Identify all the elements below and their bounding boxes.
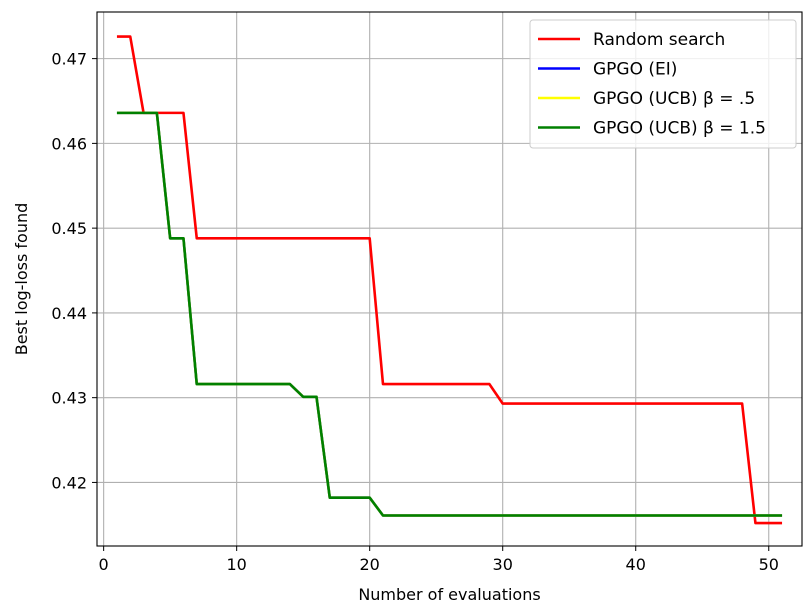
x-tick-label: 20	[360, 555, 380, 574]
y-tick-label: 0.43	[51, 389, 87, 408]
series-line-random-search	[116, 35, 783, 525]
legend: Random search GPGO (EI) GPGO (UCB) β = .5 G…	[529, 19, 797, 149]
legend-item: GPGO (UCB) β = 1.5	[538, 119, 766, 139]
y-axis-label: Best log-loss found	[12, 203, 31, 356]
series-line-gpgo-ucb-5	[116, 111, 783, 517]
y-tick-label: 0.42	[51, 473, 87, 492]
y-tick-label: 0.44	[51, 304, 87, 323]
x-axis-label: Number of evaluations	[358, 585, 540, 604]
plot-frame	[96, 11, 803, 547]
legend-label: GPGO (UCB) β = .5	[593, 89, 755, 109]
y-tick-label: 0.47	[51, 50, 87, 69]
series-lines	[116, 35, 783, 525]
legend-box	[529, 19, 797, 149]
legend-label: Random search	[593, 30, 725, 50]
legend-item: GPGO (EI)	[538, 60, 677, 80]
x-tick-label: 10	[226, 555, 246, 574]
x-tick-label: 0	[99, 555, 109, 574]
y-tick-label: 0.46	[51, 134, 87, 153]
legend-item: GPGO (UCB) β = .5	[538, 89, 755, 109]
series-line-gpgo-ucb-1-5	[116, 111, 783, 517]
series-line-gpgo-ei	[116, 111, 783, 517]
x-tick-label: 50	[759, 555, 779, 574]
y-tick-label: 0.45	[51, 219, 87, 238]
legend-item: Random search	[538, 30, 725, 50]
legend-items: Random search GPGO (EI) GPGO (UCB) β = .5 G…	[538, 30, 766, 139]
axis-ticks: 0 10 20 30 40 50 0.42 0.43 0.44 0.45 0.46 0.47	[51, 50, 779, 574]
x-tick-label: 30	[493, 555, 513, 574]
x-tick-label: 40	[626, 555, 646, 574]
legend-label: GPGO (UCB) β = 1.5	[593, 119, 766, 139]
legend-label: GPGO (EI)	[593, 60, 677, 80]
